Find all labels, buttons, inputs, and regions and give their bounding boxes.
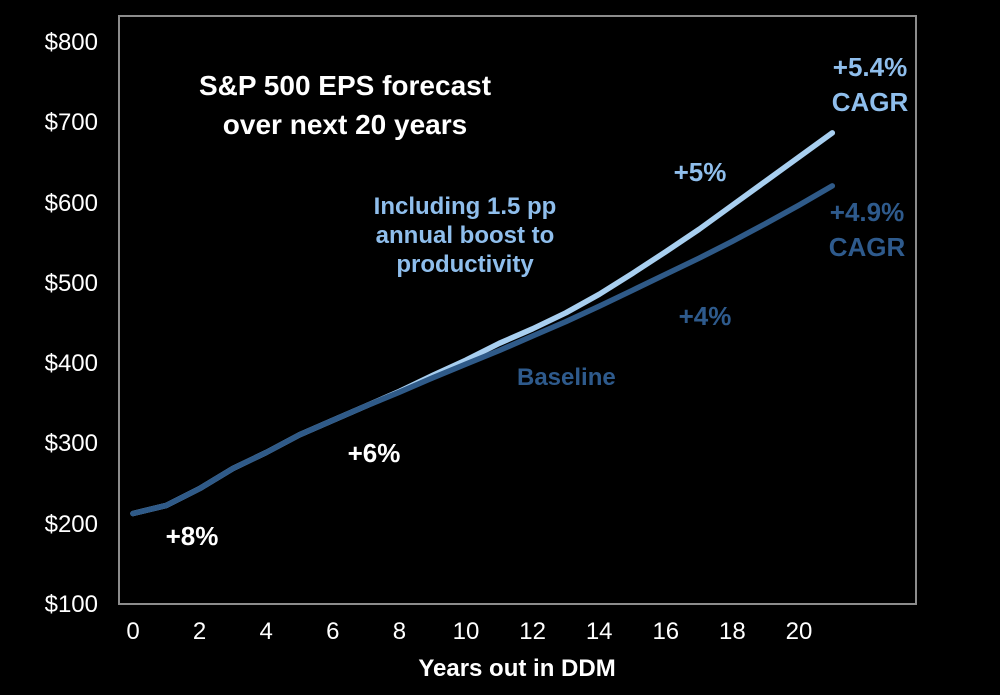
x-tick-label: 14: [585, 618, 613, 645]
y-tick-label: $300: [44, 430, 98, 458]
x-tick-label: 12: [519, 618, 546, 645]
y-tick-label: $600: [44, 189, 98, 217]
plot-border: [118, 15, 917, 605]
x-tick-label: 20: [785, 618, 813, 645]
x-tick-label: 10: [452, 618, 480, 645]
x-axis-title: Years out in DDM: [418, 655, 616, 682]
baseline-series-label: Baseline: [517, 364, 616, 391]
x-tick-label: 18: [719, 618, 746, 645]
x-tick-label: 4: [259, 618, 273, 645]
y-tick-label: $100: [44, 591, 98, 618]
growth-5pct-label: +5%: [673, 157, 727, 187]
x-tick-label: 6: [326, 618, 340, 645]
x-tick-label: 16: [652, 618, 680, 645]
y-tick-label: $500: [44, 269, 98, 297]
productivity-cagr-label: +5.4% CAGR: [831, 52, 909, 117]
growth-4pct-label: +4%: [678, 301, 732, 331]
y-tick-label: $800: [44, 29, 98, 56]
y-tick-label: $700: [44, 109, 98, 137]
x-tick-label: 8: [392, 618, 407, 645]
y-tick-label: $400: [44, 350, 98, 378]
productivity-annotation: Including 1.5 pp annual boost to product…: [373, 193, 557, 278]
baseline-line: [130, 183, 836, 517]
chart-title: S&P 500 EPS forecast over next 20 years: [198, 70, 492, 140]
growth-8pct-label: +8%: [165, 521, 219, 551]
y-tick-label: $200: [44, 510, 98, 538]
baseline-cagr-label: +4.9% CAGR: [828, 197, 906, 262]
growth-6pct-label: +6%: [347, 438, 401, 468]
x-tick-label: 2: [192, 618, 207, 645]
x-tick-label: 0: [126, 618, 140, 645]
